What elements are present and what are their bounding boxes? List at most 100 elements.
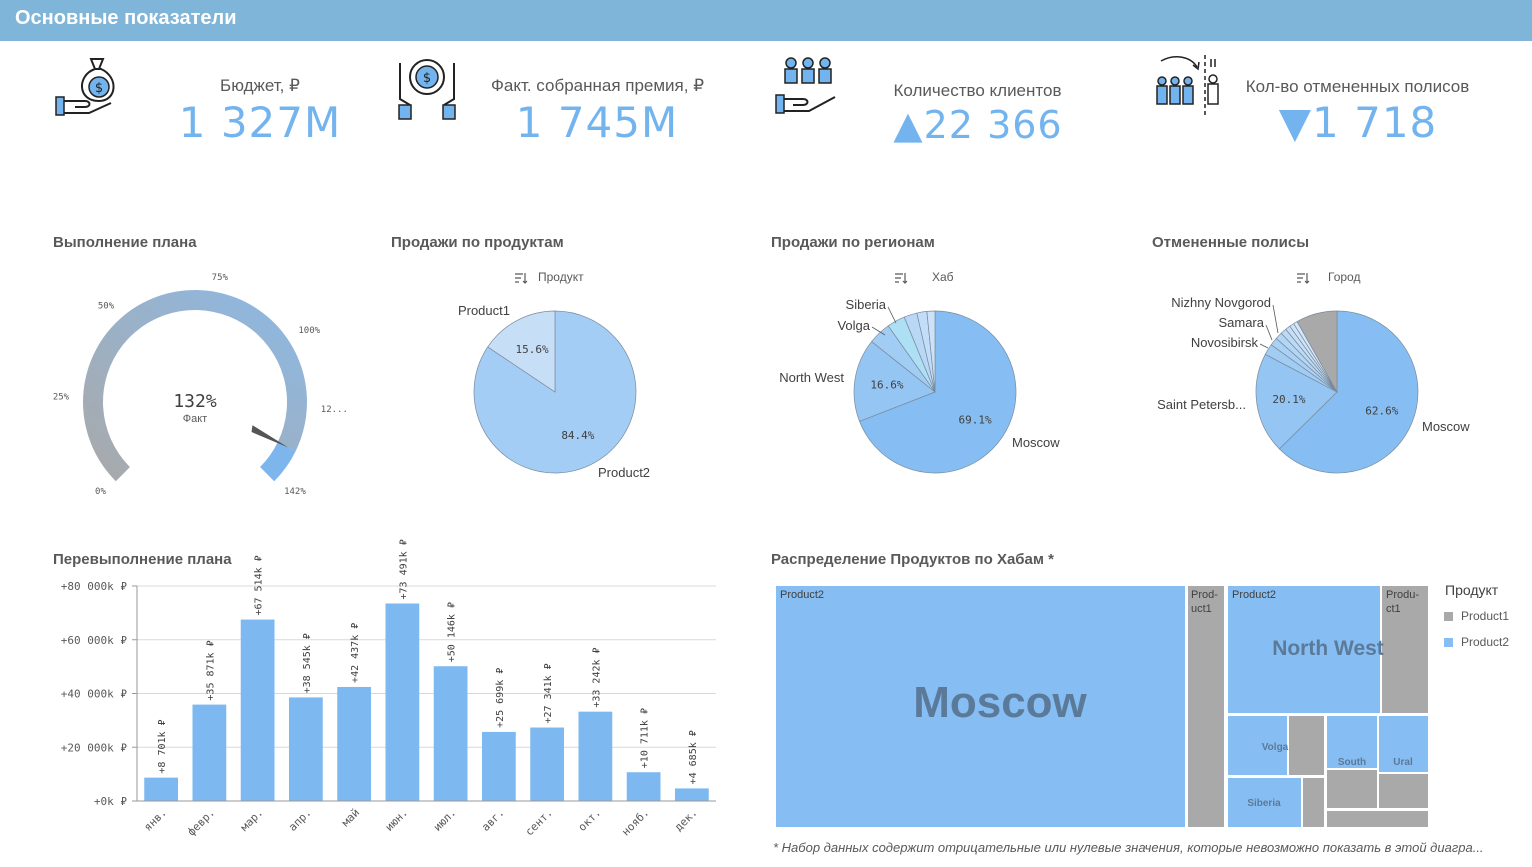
treemap-volga-product1[interactable] <box>1287 714 1326 777</box>
treemap-northwest-label: North West <box>1272 637 1384 660</box>
treemap-moscow-product2-label: Product2 <box>780 589 824 601</box>
legend-swatch <box>1444 638 1453 647</box>
sort-icon <box>895 273 908 284</box>
treemap-northwest-product1[interactable] <box>1380 584 1430 715</box>
bar[interactable] <box>530 727 565 801</box>
treemap-south-product1[interactable] <box>1325 768 1379 810</box>
bar-value-label: +25 699k ₽ <box>495 668 506 728</box>
kpi-clients-value: ▲22 366 <box>893 103 1063 147</box>
pie-cancel-chart[interactable]: 62.6% 20.1% Moscow Saint Petersb... Novosibi… <box>1140 285 1500 495</box>
pie-slice[interactable] <box>926 310 936 393</box>
bar-value-label: +73 491k ₽ <box>398 539 409 599</box>
pie-slice[interactable] <box>1255 353 1338 450</box>
people-cancel-icon <box>1156 55 1219 117</box>
pie-category-label: Volga <box>837 318 870 333</box>
treemap-title: Распределение Продуктов по Хабам * <box>771 551 1054 568</box>
sort-icon <box>515 273 528 284</box>
pie-leader-line <box>871 326 886 336</box>
gauge-needle <box>251 425 289 448</box>
pie-category-label: Nizhny Novgorod <box>1171 295 1271 310</box>
gauge-tick-label: 50% <box>98 301 115 311</box>
pie-pct-label: 15.6% <box>516 343 549 356</box>
pie-leader-line <box>1265 324 1273 341</box>
bar-value-label: +42 437k ₽ <box>350 623 361 683</box>
bar-value-label: +10 711k ₽ <box>640 708 651 768</box>
treemap-legend: Продукт Product1 Product2 <box>1444 582 1529 662</box>
page-title: Основные показатели <box>15 7 237 29</box>
pie-slice[interactable] <box>1278 310 1419 474</box>
svg-text:$: $ <box>423 71 431 86</box>
pie-category-label: Saint Petersb... <box>1157 397 1246 412</box>
kpi-cancelled-label: Кол-во отмененных полисов <box>1245 77 1470 96</box>
bar-value-label: +33 242k ₽ <box>591 647 602 707</box>
treemap-chart[interactable]: Product2 Prod-uct1 Moscow Product2 Produ… <box>774 584 1430 830</box>
bar[interactable] <box>240 619 275 801</box>
treemap-ural-label: Ural <box>1393 757 1413 768</box>
legend-title: Продукт <box>1445 582 1499 598</box>
kpi-premium-value: 1 745M <box>515 98 679 147</box>
bar[interactable] <box>288 697 323 801</box>
bar[interactable] <box>144 777 179 801</box>
gauge-title: Выполнение плана <box>53 234 197 251</box>
treemap-siberia-label: Siberia <box>1247 798 1281 809</box>
pie-cancel-title: Отмененные полисы <box>1152 234 1310 251</box>
coin-hands-icon: $ <box>398 59 456 120</box>
treemap-ural-product2[interactable] <box>1377 714 1430 774</box>
pie-regions-chart[interactable]: 69.1% 16.6% Moscow North West Volga Siberia <box>760 295 1080 495</box>
pie-products-chart[interactable]: 15.6% 84.4% Product1 Product2 <box>440 295 700 495</box>
bar[interactable] <box>578 711 613 801</box>
bar[interactable] <box>385 603 420 801</box>
money-bag-hand-icon: $ <box>55 58 115 116</box>
pie-cancel-dimension-label: Город <box>1328 270 1361 284</box>
bar-value-label: +50 146k ₽ <box>447 602 458 662</box>
gauge-chart[interactable]: 0% 25% 50% 75% 100% 12... 142% 132% Факт <box>40 270 360 510</box>
pie-category-label: Moscow <box>1422 419 1470 434</box>
gauge-tick-label: 75% <box>212 273 229 283</box>
bar[interactable] <box>192 704 227 801</box>
pie-slice[interactable] <box>859 310 1017 474</box>
treemap-moscow-product2[interactable] <box>774 584 1187 829</box>
bar-value-label: +38 545k ₽ <box>302 633 313 693</box>
bar[interactable] <box>674 788 709 801</box>
treemap-northwest-product2[interactable] <box>1226 584 1382 715</box>
bar[interactable] <box>481 731 516 801</box>
bar-value-label: +35 871k ₽ <box>205 640 216 700</box>
x-tick-label: июн. <box>383 806 411 834</box>
treemap-siberia-product1[interactable] <box>1301 776 1326 829</box>
pie-slice[interactable] <box>853 341 936 422</box>
pie-category-label: Novosibirsk <box>1191 335 1259 350</box>
pie-slice[interactable] <box>487 310 556 393</box>
pie-leader-line <box>1272 304 1279 334</box>
treemap-south-product2[interactable] <box>1325 714 1379 770</box>
bar-chart[interactable]: +0k ₽ +20 000k ₽ +40 000k ₽ +60 000k ₽ +80 0… <box>40 539 730 840</box>
treemap-other-cell[interactable] <box>1325 809 1430 829</box>
treemap-ural-product1[interactable] <box>1377 772 1430 810</box>
gauge-tick-label: 25% <box>53 392 70 402</box>
gauge-value-text: 132% <box>173 391 217 412</box>
bar-value-label: +27 341k ₽ <box>543 663 554 723</box>
kpi-premium-label: Факт. собранная премия, ₽ <box>490 76 705 95</box>
treemap-northwest-product1-label: Produ-ct1 <box>1386 589 1419 615</box>
treemap-moscow-product1-label: Prod-uct1 <box>1191 589 1218 615</box>
bar-value-label: +67 514k ₽ <box>254 555 265 615</box>
bar-chart-title: Перевыполнение плана <box>53 551 232 568</box>
pie-slice[interactable] <box>1296 310 1338 394</box>
gauge-tick-label: 12... <box>321 405 348 415</box>
treemap-siberia-product2[interactable] <box>1226 776 1303 829</box>
legend-label: Product2 <box>1461 635 1510 649</box>
bar[interactable] <box>337 686 372 801</box>
x-tick-label: янв. <box>141 806 169 834</box>
treemap-moscow-product1[interactable] <box>1186 584 1226 829</box>
x-tick-label: июл. <box>431 806 459 834</box>
y-tick-label: +60 000k ₽ <box>61 634 128 647</box>
legend-swatch <box>1444 612 1453 621</box>
x-tick-label: дек. <box>672 806 700 834</box>
pie-category-label: Product1 <box>458 303 510 318</box>
y-tick-label: +80 000k ₽ <box>61 580 128 593</box>
pie-category-label: Product2 <box>598 465 650 480</box>
x-tick-label: май <box>339 806 362 829</box>
y-tick-label: +40 000k ₽ <box>61 688 128 701</box>
pie-products-title: Продажи по продуктам <box>391 234 564 251</box>
bar[interactable] <box>626 772 661 801</box>
bar[interactable] <box>433 666 468 801</box>
